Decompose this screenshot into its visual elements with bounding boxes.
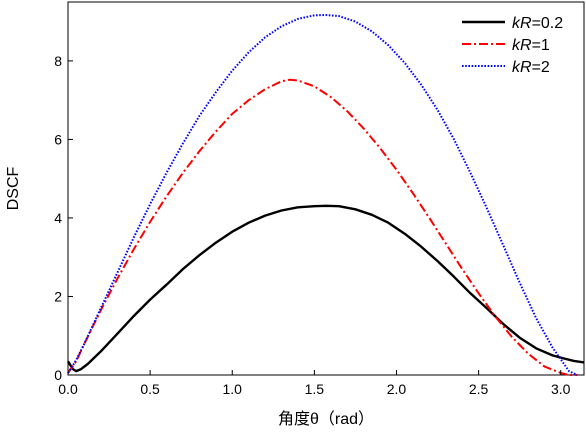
y-tick-label: 6: [54, 131, 62, 147]
legend: kR=0.2 kR=1 kR=2: [462, 15, 563, 76]
series-line-1: [67, 78, 578, 376]
x-axis-title: 角度θ（rad）: [278, 410, 374, 428]
series-line-2: [67, 14, 578, 376]
x-tick-label: 1.5: [305, 381, 325, 397]
y-tick-label: 4: [54, 210, 62, 226]
y-tick-label: 8: [54, 53, 62, 69]
tick-layer: 0.0 0.5 1.0 1.5 2.0 2.5 3.0 0 2 4 6 8: [54, 53, 570, 397]
x-tick-label: 2.5: [469, 381, 489, 397]
legend-label-0: kR=0.2: [512, 15, 563, 32]
y-axis-title: DSCF: [5, 167, 22, 211]
x-tick-label: 1.0: [223, 381, 243, 397]
series-layer: [66, 14, 585, 376]
x-tick-label: 3.0: [551, 381, 571, 397]
x-tick-label: 0.5: [140, 381, 160, 397]
plot-frame: [67, 1, 585, 376]
x-tick-label: 2.0: [387, 381, 407, 397]
legend-label-2: kR=2: [512, 59, 550, 76]
y-tick-label: 0: [54, 367, 62, 383]
y-tick-label: 2: [54, 288, 62, 304]
x-tick-label: 0.0: [58, 381, 78, 397]
series-line-0: [66, 204, 585, 373]
legend-label-1: kR=1: [512, 37, 550, 54]
